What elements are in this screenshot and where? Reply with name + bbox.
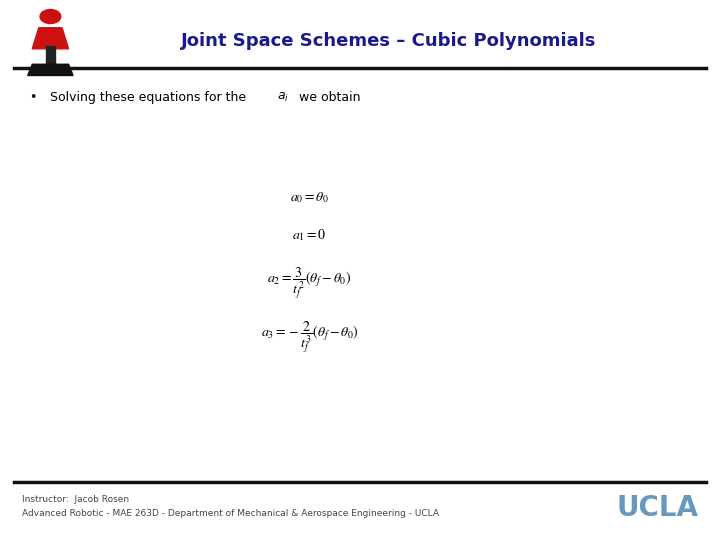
Polygon shape [32, 28, 68, 49]
Text: Advanced Robotic - MAE 263D - Department of Mechanical & Aerospace Engineering -: Advanced Robotic - MAE 263D - Department… [22, 509, 438, 517]
Text: UCLA: UCLA [616, 494, 698, 522]
Text: Joint Space Schemes – Cubic Polynomials: Joint Space Schemes – Cubic Polynomials [181, 31, 596, 50]
Polygon shape [27, 64, 73, 76]
Text: Solving these equations for the: Solving these equations for the [50, 91, 246, 104]
Text: $a_0 = \theta_0$: $a_0 = \theta_0$ [290, 190, 329, 205]
Text: $a_3 = -\dfrac{2}{t_f^3}(\theta_f - \theta_0)$: $a_3 = -\dfrac{2}{t_f^3}(\theta_f - \the… [261, 320, 359, 355]
Text: we obtain: we obtain [299, 91, 360, 104]
Text: $a_i$: $a_i$ [277, 91, 289, 104]
Bar [46, 46, 55, 66]
Text: $a_2 = \dfrac{3}{t_f^2}(\theta_f - \theta_0)$: $a_2 = \dfrac{3}{t_f^2}(\theta_f - \thet… [267, 266, 352, 301]
Text: Instructor:  Jacob Rosen: Instructor: Jacob Rosen [22, 495, 129, 504]
Ellipse shape [40, 10, 60, 24]
Text: •: • [29, 91, 36, 104]
Text: $a_1 = 0$: $a_1 = 0$ [292, 227, 327, 243]
